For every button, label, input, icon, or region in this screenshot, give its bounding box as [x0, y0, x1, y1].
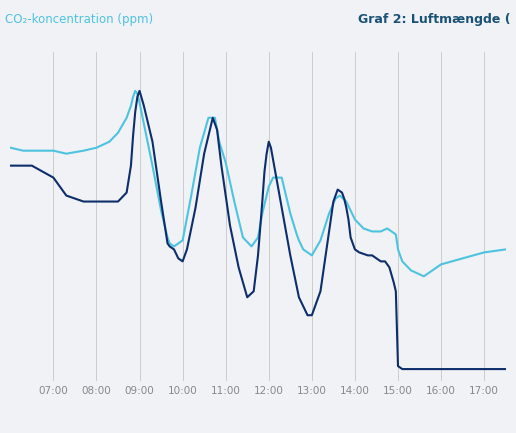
Text: Graf 2: Luftmængde (: Graf 2: Luftmængde ( [358, 13, 511, 26]
Text: CO₂-koncentration (ppm): CO₂-koncentration (ppm) [5, 13, 153, 26]
